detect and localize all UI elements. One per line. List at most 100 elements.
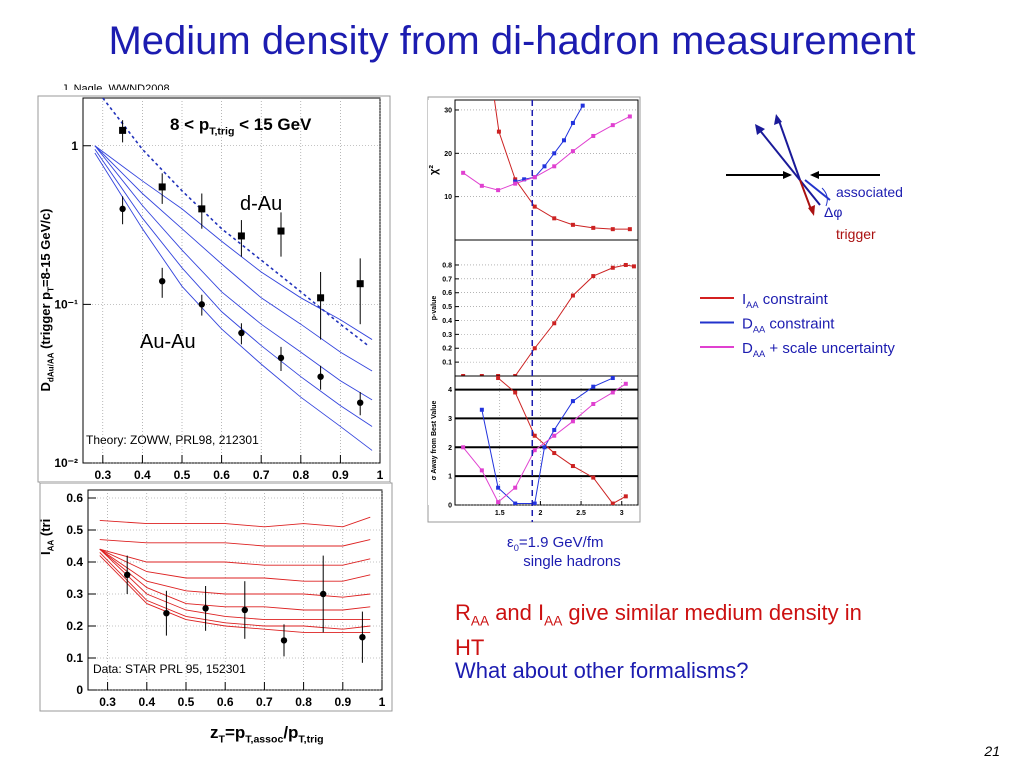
annotation: Data: STAR PRL 95, 152301 bbox=[93, 662, 246, 676]
y-axis-label: σ Away from Best Value bbox=[431, 401, 438, 481]
y-tick-label: 0.2 bbox=[66, 619, 83, 633]
marker bbox=[570, 464, 575, 469]
marker bbox=[570, 293, 575, 298]
text-run: constraint bbox=[759, 291, 829, 308]
marker bbox=[552, 433, 557, 438]
subscript: 0 bbox=[514, 543, 519, 553]
x-tick-label: 0.5 bbox=[178, 695, 195, 709]
marker bbox=[461, 374, 466, 376]
marker bbox=[479, 183, 484, 188]
marker bbox=[496, 374, 501, 376]
y-tick-label: 0.1 bbox=[442, 360, 452, 367]
data-point bbox=[119, 205, 126, 213]
text-run: z bbox=[210, 723, 219, 742]
y-tick-label: 2 bbox=[448, 445, 452, 452]
data-point bbox=[277, 354, 285, 362]
subscript: T,trig bbox=[298, 733, 323, 745]
y-tick-label: 1 bbox=[71, 139, 78, 153]
y-axis-label: χ² bbox=[428, 165, 440, 175]
series-group bbox=[94, 98, 373, 451]
y-tick-label: 0.7 bbox=[442, 276, 452, 283]
marker bbox=[532, 204, 537, 209]
data-point bbox=[158, 183, 166, 191]
marker bbox=[461, 170, 466, 175]
x-tick-label: 0.4 bbox=[134, 468, 151, 482]
data-point bbox=[317, 294, 325, 302]
marker bbox=[532, 501, 537, 505]
marker bbox=[552, 451, 557, 456]
text-run: constraint bbox=[765, 316, 835, 333]
marker bbox=[513, 177, 518, 182]
legend-label: DAA + scale uncertainty bbox=[742, 340, 895, 359]
series-line bbox=[94, 145, 373, 401]
data-point bbox=[237, 232, 245, 240]
angle-arc bbox=[821, 187, 828, 207]
x-tick-label: 0.8 bbox=[295, 695, 312, 709]
marker bbox=[513, 390, 518, 395]
marker bbox=[496, 188, 501, 193]
y-tick-label: 30 bbox=[444, 107, 452, 114]
subscript: AA bbox=[753, 324, 766, 334]
x-tick-label: 3 bbox=[620, 510, 624, 517]
y-tick-label: 10⁻² bbox=[54, 456, 78, 470]
y-axis-label: p-value bbox=[431, 296, 438, 321]
marker bbox=[623, 262, 628, 267]
marker bbox=[570, 149, 575, 154]
marker bbox=[552, 164, 557, 169]
arrow-head bbox=[808, 205, 815, 216]
conclusion: HT bbox=[455, 635, 484, 660]
text-run: =8-15 GeV/c) bbox=[38, 209, 53, 287]
marker bbox=[580, 103, 585, 108]
marker bbox=[532, 433, 537, 438]
chart: 10 20 30 χ² bbox=[428, 99, 639, 241]
y-tick-label: 0 bbox=[448, 503, 452, 510]
marker bbox=[631, 264, 636, 269]
subscript: AA bbox=[471, 614, 490, 629]
data-point bbox=[356, 280, 364, 288]
marker bbox=[591, 384, 596, 389]
marker bbox=[623, 381, 628, 386]
text-run: D bbox=[742, 316, 753, 333]
marker bbox=[513, 374, 518, 376]
data-point bbox=[280, 637, 288, 644]
series-line bbox=[94, 152, 373, 451]
subscript: AA bbox=[746, 300, 759, 310]
data-point bbox=[198, 301, 205, 308]
marker bbox=[627, 227, 632, 232]
diagram-label: associated bbox=[836, 184, 903, 200]
plot-frame bbox=[82, 97, 381, 464]
data-point bbox=[119, 126, 127, 134]
x-tick-label: 0.3 bbox=[99, 695, 116, 709]
series-line bbox=[99, 548, 371, 566]
data-point bbox=[124, 571, 131, 578]
y-tick-label: 0 bbox=[76, 683, 83, 697]
y-tick-label: 3 bbox=[448, 416, 452, 423]
series-line bbox=[462, 116, 631, 191]
marker bbox=[552, 427, 557, 432]
x-axis-label: zT=pT,assoc/pT,trig bbox=[210, 723, 324, 745]
marker bbox=[532, 346, 537, 351]
text-run: < 15 GeV bbox=[234, 115, 312, 134]
x-tick-label: 1.5 bbox=[495, 510, 505, 517]
marker bbox=[570, 399, 575, 404]
marker bbox=[496, 376, 501, 381]
marker bbox=[542, 164, 547, 169]
arrow-head bbox=[810, 171, 819, 179]
series-line bbox=[497, 377, 627, 505]
x-tick-label: 1 bbox=[377, 468, 384, 482]
arrow bbox=[777, 117, 801, 181]
data-point bbox=[202, 605, 209, 612]
x-tick-label: 0.8 bbox=[292, 468, 309, 482]
marker bbox=[513, 501, 518, 505]
marker bbox=[479, 374, 484, 376]
text-run: σ Away from Best Value bbox=[431, 401, 438, 481]
marker bbox=[532, 448, 537, 453]
y-tick-label: 0.3 bbox=[442, 332, 452, 339]
marker bbox=[513, 485, 518, 490]
diagram-label: trigger bbox=[836, 226, 876, 242]
epsilon-note: single hadrons bbox=[523, 553, 621, 570]
question: What about other formalisms? bbox=[455, 658, 748, 683]
marker bbox=[552, 321, 557, 326]
marker bbox=[591, 274, 596, 279]
marker bbox=[532, 175, 537, 180]
